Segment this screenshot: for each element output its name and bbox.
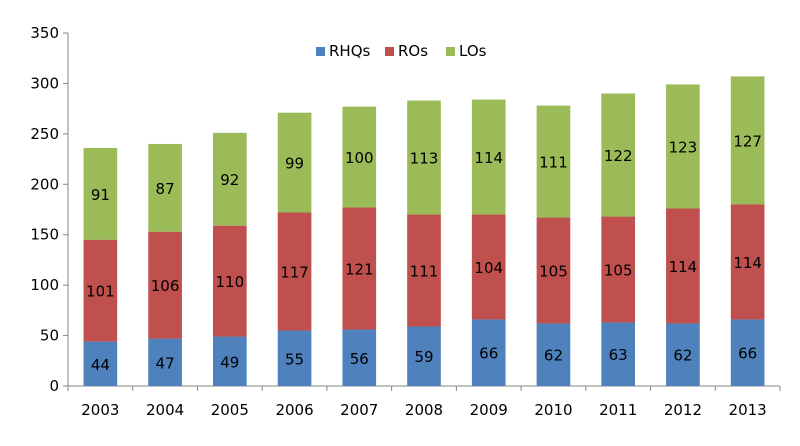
data-labels: 44 101 91 47 106 87 49 110 92 55 117 99 56 121 100 59 11… (86, 132, 762, 373)
bar-segment-los (601, 93, 636, 217)
data-label: 104 (474, 259, 503, 277)
bar-segment-ros (148, 231, 182, 339)
legend-swatch-rhqs (316, 47, 325, 56)
bar-segment-ros (212, 225, 247, 337)
bar-segment-ros (277, 212, 312, 331)
data-label: 127 (733, 132, 762, 150)
bar-segment-los (730, 76, 765, 205)
data-label: 62 (673, 347, 692, 365)
x-tick-label: 2006 (275, 401, 313, 419)
data-label: 111 (410, 263, 439, 281)
y-tick-label: 100 (30, 276, 59, 294)
bar-segment-los (666, 84, 700, 209)
bar-segment-los (148, 143, 182, 232)
legend-label-ros: ROs (398, 42, 428, 60)
bar-segment-rhqs (730, 319, 765, 386)
data-label: 47 (156, 354, 175, 372)
data-label: 100 (345, 149, 374, 167)
legend-label-los: LOs (459, 42, 487, 60)
data-label: 123 (669, 138, 698, 156)
bar-segment-los (277, 112, 312, 213)
data-label: 105 (539, 263, 568, 281)
bar-segment-los (536, 105, 571, 218)
bar-segment-rhqs (148, 338, 182, 386)
y-tick-label: 150 (30, 226, 59, 244)
data-label: 55 (285, 350, 304, 368)
data-label: 101 (86, 283, 115, 301)
data-label: 117 (280, 264, 309, 282)
y-tick-label: 50 (40, 327, 59, 345)
data-label: 110 (215, 273, 244, 291)
x-tick-label: 2009 (470, 401, 508, 419)
bar-segment-los (471, 99, 506, 215)
data-label: 49 (220, 353, 239, 371)
x-tick-label: 2007 (340, 401, 378, 419)
bar-segment-los (212, 132, 247, 226)
data-label: 122 (604, 147, 633, 165)
bars (83, 76, 765, 386)
bar-segment-ros (601, 216, 636, 323)
data-label: 121 (345, 261, 374, 279)
bar-segment-rhqs (407, 326, 441, 386)
legend-swatch-los (446, 47, 455, 56)
data-label: 56 (350, 350, 369, 368)
legend-label-rhqs: RHQs (329, 42, 371, 60)
x-tick-label: 2013 (729, 401, 767, 419)
data-label: 114 (669, 258, 698, 276)
x-tick-label: 2008 (405, 401, 443, 419)
data-label: 114 (474, 149, 503, 167)
x-tick-label: 2004 (146, 401, 184, 419)
bar-segment-rhqs (83, 341, 118, 386)
data-label: 111 (539, 154, 568, 172)
bar-segment-rhqs (212, 336, 247, 386)
y-tick-label: 300 (30, 74, 59, 92)
data-label: 66 (479, 345, 498, 363)
bar-segment-rhqs (666, 323, 700, 386)
bar-segment-ros (471, 214, 506, 320)
data-label: 59 (414, 348, 433, 366)
data-label: 63 (609, 346, 628, 364)
bar-segment-ros (536, 217, 571, 324)
bar-segment-ros (83, 239, 118, 342)
bar-segment-ros (407, 214, 441, 327)
bar-segment-ros (730, 204, 765, 320)
data-label: 66 (738, 345, 757, 363)
bar-segment-rhqs (471, 319, 506, 386)
data-label: 87 (156, 180, 175, 198)
legend-swatch-ros (385, 47, 394, 56)
bar-segment-rhqs (536, 323, 571, 386)
y-tick-label: 200 (30, 175, 59, 193)
x-tick-label: 2011 (599, 401, 637, 419)
y-tick-label: 0 (49, 377, 59, 395)
data-label: 105 (604, 262, 633, 280)
data-label: 92 (220, 171, 239, 189)
bar-segment-rhqs (342, 329, 377, 386)
data-label: 91 (91, 186, 110, 204)
axes: 0 50 100 150 200 250 300 350 2003 2004 2005 2006 200… (30, 24, 781, 419)
y-tick-label: 250 (30, 125, 59, 143)
data-label: 44 (91, 356, 110, 374)
data-label: 113 (410, 150, 439, 168)
legend: RHQs ROs LOs (316, 42, 487, 60)
x-tick-label: 2010 (534, 401, 572, 419)
bar-segment-ros (666, 208, 700, 324)
data-label: 106 (151, 277, 180, 295)
bar-segment-los (83, 147, 118, 240)
y-tick-label: 350 (30, 24, 59, 42)
bar-segment-los (342, 106, 377, 208)
bar-segment-rhqs (277, 330, 312, 386)
bar-segment-rhqs (601, 322, 636, 386)
data-label: 114 (733, 254, 762, 272)
x-tick-label: 2012 (664, 401, 702, 419)
x-tick-label: 2003 (81, 401, 119, 419)
bar-segment-ros (342, 207, 377, 330)
data-label: 62 (544, 347, 563, 365)
x-tick-label: 2005 (211, 401, 249, 419)
data-label: 99 (285, 155, 304, 173)
bar-segment-los (407, 100, 441, 215)
